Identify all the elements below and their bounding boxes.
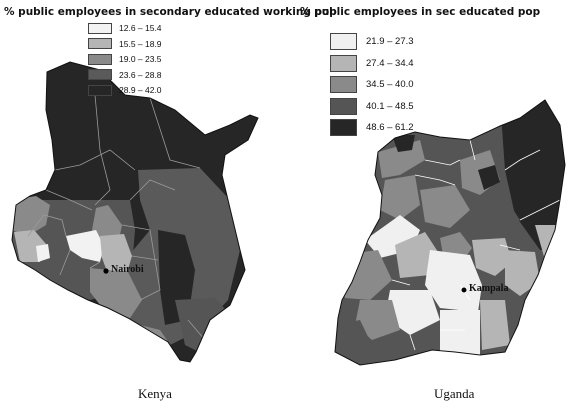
kenya-border <box>11 61 259 363</box>
kenya-legend-label: 19.0 – 23.5 <box>119 54 162 65</box>
uganda-legend-item: 34.5 – 40.0 <box>330 75 414 94</box>
uganda-region-nebbi <box>380 175 420 220</box>
uganda-region-lake-zone <box>440 310 480 355</box>
kenya-legend-label: 23.6 – 28.8 <box>119 69 162 80</box>
kenya-map <box>12 62 258 362</box>
kenya-legend: 12.6 – 15.4 15.5 – 18.9 19.0 – 23.5 23.6… <box>88 22 162 100</box>
uganda-legend: 21.9 – 27.3 27.4 – 34.4 34.5 – 40.0 40.1… <box>330 32 414 140</box>
uganda-legend-item: 40.1 – 48.5 <box>330 97 414 116</box>
kenya-region-nairobi-area <box>66 230 104 262</box>
kenya-legend-item: 19.0 – 23.5 <box>88 53 162 66</box>
kenya-map-title: % public employees in secondary educated… <box>4 6 337 18</box>
nairobi-label: Nairobi <box>111 264 144 275</box>
kenya-region-western <box>12 196 50 236</box>
kenya-legend-label: 28.9 – 42.0 <box>119 85 162 96</box>
uganda-legend-label: 48.6 – 61.2 <box>366 122 414 133</box>
kenya-legend-item: 15.5 – 18.9 <box>88 38 162 51</box>
uganda-region-mbarara <box>355 300 400 340</box>
kenya-legend-swatch <box>88 38 112 50</box>
uganda-legend-item: 27.4 – 34.4 <box>330 54 414 73</box>
nairobi-marker <box>103 268 109 274</box>
uganda-border <box>334 99 566 366</box>
uganda-region-busia <box>480 300 510 350</box>
uganda-legend-swatch <box>330 119 357 136</box>
kenya-legend-item: 28.9 – 42.0 <box>88 84 162 97</box>
uganda-legend-swatch <box>330 97 357 115</box>
uganda-region-soroti <box>470 190 520 245</box>
kenya-legend-label: 15.5 – 18.9 <box>119 38 162 49</box>
kenya-legend-swatch <box>88 22 112 34</box>
kenya-legend-label: 12.6 – 15.4 <box>119 23 162 34</box>
uganda-region-koboko <box>392 135 415 152</box>
kenya-region-kisumu <box>36 244 50 262</box>
kenya-legend-item: 12.6 – 15.4 <box>88 22 162 35</box>
uganda-region-mpigi <box>385 290 440 335</box>
uganda-legend-label: 27.4 – 34.4 <box>366 57 414 69</box>
uganda-region-iganga <box>505 250 540 296</box>
kenya-legend-swatch <box>88 84 112 96</box>
uganda-caption: Uganda <box>434 386 475 401</box>
uganda-region-kamuli <box>472 238 512 276</box>
uganda-region-west-nile <box>378 140 425 178</box>
uganda-region-pader <box>478 165 500 190</box>
uganda-legend-label: 21.9 – 27.3 <box>366 36 414 47</box>
uganda-region-lira <box>420 185 470 228</box>
kenya-legend-swatch <box>88 69 112 81</box>
kenya-legend-swatch <box>88 53 112 65</box>
uganda-legend-swatch <box>330 54 357 72</box>
kampala-label: Kampala <box>469 283 509 294</box>
kenya-district-borders <box>27 94 251 341</box>
uganda-map-title: % public employees in sec educated pop <box>300 6 541 18</box>
uganda-legend-item: 21.9 – 27.3 <box>330 32 414 51</box>
kenya-caption: Kenya <box>138 386 172 401</box>
uganda-legend-label: 40.1 – 48.5 <box>366 100 414 112</box>
uganda-legend-label: 34.5 – 40.0 <box>366 79 414 90</box>
kenya-legend-item: 23.6 – 28.8 <box>88 69 162 82</box>
uganda-legend-swatch <box>330 76 357 93</box>
kenya-region-kiambu <box>100 234 132 276</box>
uganda-legend-swatch <box>330 33 357 50</box>
uganda-legend-item: 48.6 – 61.2 <box>330 118 414 137</box>
uganda-region-kabale <box>335 320 372 362</box>
kampala-marker <box>460 286 468 294</box>
